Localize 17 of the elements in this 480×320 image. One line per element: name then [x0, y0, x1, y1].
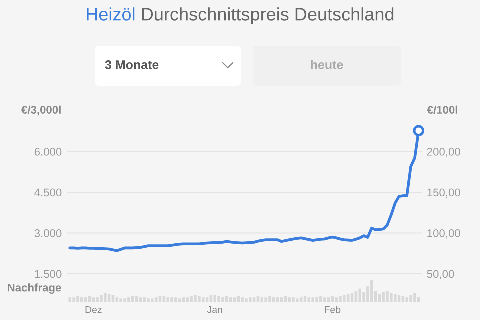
x-tick-label: Jan [207, 306, 222, 314]
y2-tick-label: 50,00 [427, 270, 454, 280]
y-tick-label: 6.000 [34, 148, 62, 156]
y2-axis-title: €/100l [427, 106, 458, 114]
y-axis-title: Nachfrage [8, 284, 62, 294]
x-tick-label: Feb [325, 306, 341, 314]
chart-title: Heizöl Durchschnittspreis Deutschland [87, 8, 394, 24]
x-tick-label: Dez [86, 306, 102, 314]
y2-tick-label: 200,00 [427, 148, 460, 158]
y-tick-label: 3.000 [34, 230, 62, 238]
text: 3 Monate [105, 60, 159, 70]
y-axis-title: €/3,000l [22, 106, 61, 116]
y2-tick-label: 100,00 [428, 230, 460, 239]
text: heute [311, 60, 344, 70]
y-tick-label: 4.500 [34, 188, 62, 197]
y-tick-label: 1.500 [35, 270, 62, 278]
y2-tick-label: 150,00 [428, 188, 460, 198]
